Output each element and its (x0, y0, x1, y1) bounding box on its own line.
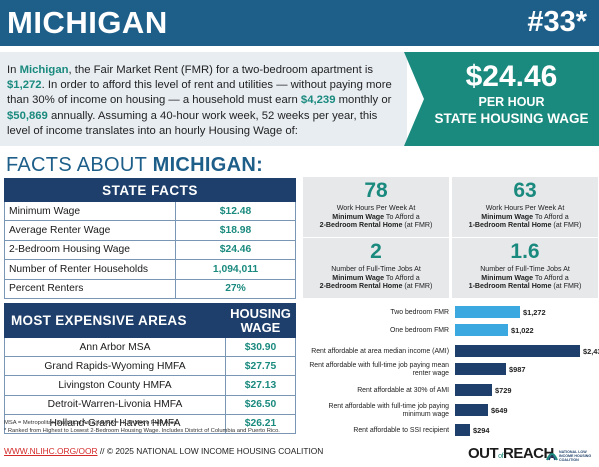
nlihc-link[interactable]: WWW.NLIHC.ORG/OOR (4, 446, 98, 456)
rent-affordability-chart: Two bedroom FMR $1,272 One bedroom FMR $1,0… (300, 300, 599, 440)
bar-value-label: $2,431 (583, 347, 599, 356)
header-bar: MICHIGAN #33* (0, 0, 599, 46)
expensive-area-row: Grand Rapids-Wyoming HMFA $27.75 (4, 356, 296, 377)
bar-category-label: Rent affordable at 30% of AMI (357, 387, 449, 394)
bar-category-label: Rent affordable with full-time job payin… (309, 362, 449, 377)
intro-annual: $50,869 (7, 109, 48, 122)
state-name: MICHIGAN (7, 5, 168, 40)
stat-card: 1.6 Number of Full-Time Jobs At Minimum … (452, 238, 598, 298)
stat-card-number: 1.6 (510, 240, 540, 263)
stat-card-number: 78 (364, 179, 388, 202)
intro-state: Michigan (19, 64, 69, 76)
state-fact-row: 2-Bedroom Housing Wage $24.46 (4, 239, 296, 261)
bar (455, 306, 520, 318)
expensive-area-name: Detroit-Warren-Livonia HMFA (4, 394, 226, 415)
out-of-reach-logo: OUTofREACH (468, 445, 554, 462)
bar (455, 384, 492, 396)
expensive-area-row: Ann Arbor MSA $30.90 (4, 336, 296, 358)
intro-fmr: $1,272 (7, 79, 42, 92)
housing-wage-per: PER HOUR (478, 95, 545, 109)
expensive-areas-header: MOST EXPENSIVE AREAS (4, 303, 226, 338)
stat-card-number: 2 (370, 240, 382, 263)
bar (455, 424, 470, 436)
state-fact-label: Number of Renter Households (4, 259, 176, 280)
expensive-areas-table: MOST EXPENSIVE AREAS HOUSING WAGE Ann Ar… (4, 303, 296, 434)
stat-card-description: Number of Full-Time Jobs At Minimum Wage… (468, 265, 582, 291)
state-facts-header: STATE FACTS (4, 178, 296, 202)
state-fact-row: Number of Renter Households 1,094,011 (4, 259, 296, 280)
bar (455, 404, 488, 416)
state-fact-value: $24.46 (175, 239, 296, 261)
state-fact-row: Minimum Wage $12.48 (4, 200, 296, 222)
state-fact-value: 27% (175, 278, 296, 299)
expensive-area-name: Ann Arbor MSA (4, 336, 226, 358)
bar-category-label: One bedroom FMR (390, 327, 449, 334)
bar (455, 324, 508, 336)
state-fact-label: Percent Renters (4, 278, 176, 299)
state-fact-value: $12.48 (175, 200, 296, 222)
state-fact-row: Average Renter Wage $18.98 (4, 220, 296, 241)
bar-value-label: $987 (509, 365, 526, 374)
state-fact-label: 2-Bedroom Housing Wage (4, 239, 176, 261)
state-fact-label: Minimum Wage (4, 200, 176, 222)
intro-monthly: $4,239 (300, 94, 336, 107)
stat-card-number: 63 (513, 179, 537, 202)
state-fact-value: $18.98 (175, 220, 296, 241)
bar-value-label: $1,022 (511, 326, 534, 335)
housing-wage-header: HOUSING WAGE (225, 303, 296, 338)
stat-card-description: Number of Full-Time Jobs At Minimum Wage… (319, 265, 433, 291)
stat-card: 2 Number of Full-Time Jobs At Minimum Wa… (303, 238, 449, 298)
bar (455, 345, 580, 357)
bar-category-label: Rent affordable to SSI recipient (353, 427, 449, 434)
expensive-area-row: Livingston County HMFA $27.13 (4, 375, 296, 396)
intro-paragraph: In Michigan, the Fair Market Rent (FMR) … (0, 52, 407, 146)
expensive-area-name: Grand Rapids-Wyoming HMFA (4, 356, 226, 377)
expensive-area-wage: $27.13 (225, 375, 296, 396)
expensive-area-row: Holland-Grand Haven HMFA $26.21 (4, 413, 296, 434)
bar-category-label: Rent affordable at area median income (A… (311, 348, 449, 355)
state-facts-table: STATE FACTS Minimum Wage $12.48 Average Re… (4, 178, 296, 299)
bar-value-label: $729 (495, 386, 512, 395)
bar-category-label: Two bedroom FMR (390, 309, 449, 316)
expensive-area-row: Detroit-Warren-Livonia HMFA $26.50 (4, 394, 296, 415)
footer-credit: WWW.NLIHC.ORG/OOR // © 2025 NATIONAL LOW… (4, 446, 324, 456)
bar-value-label: $294 (473, 426, 490, 435)
nlihc-logo: NATIONAL LOW INCOME HOUSING COALITION (545, 438, 599, 467)
state-fact-row: Percent Renters 27% (4, 278, 296, 299)
nlihc-logo-icon (546, 453, 558, 461)
stat-card: 63 Work Hours Per Week At Minimum Wage T… (452, 177, 598, 237)
expensive-area-name: Livingston County HMFA (4, 375, 226, 396)
bar (455, 363, 506, 375)
bar-value-label: $649 (491, 406, 508, 415)
state-fact-label: Average Renter Wage (4, 220, 176, 241)
state-rank: #33* (527, 6, 587, 38)
stat-card-description: Work Hours Per Week At Minimum Wage To A… (468, 204, 582, 230)
stat-card-description: Work Hours Per Week At Minimum Wage To A… (319, 204, 433, 230)
stat-card: 78 Work Hours Per Week At Minimum Wage T… (303, 177, 449, 237)
housing-wage-label: STATE HOUSING WAGE (434, 111, 589, 126)
expensive-area-wage: $26.50 (225, 394, 296, 415)
expensive-area-wage: $30.90 (225, 336, 296, 358)
bar-category-label: Rent affordable with full-time job payin… (328, 403, 449, 418)
housing-wage-arrow-shape (404, 52, 599, 146)
state-fact-value: 1,094,011 (175, 259, 296, 280)
facts-title: FACTS ABOUT MICHIGAN: (6, 154, 264, 176)
housing-wage-amount: $24.46 (465, 60, 558, 93)
footnotes: MSA = Metropolitan Statistical Area; HMF… (4, 420, 280, 434)
expensive-area-wage: $27.75 (225, 356, 296, 377)
expensive-area-wage: $26.21 (225, 413, 296, 434)
bar-value-label: $1,272 (523, 308, 546, 317)
housing-wage-box: $24.46 PER HOUR STATE HOUSING WAGE (404, 52, 599, 146)
